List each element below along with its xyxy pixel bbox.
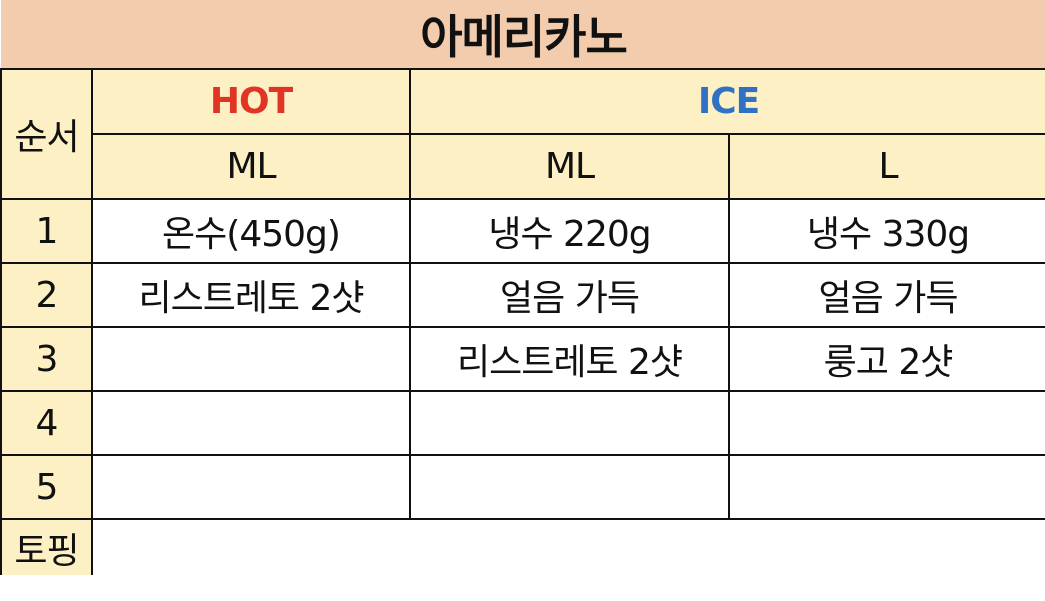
ice-l-cell: 얼음 가득 [727,262,1045,328]
table-row: 2 리스트레토 2샷 얼음 가득 얼음 가득 [0,262,1045,328]
topping-label: 토핑 [0,518,93,575]
ice-size-l: L [727,133,1045,200]
order-label: 순서 [0,68,93,200]
ice-l-cell [727,454,1045,520]
hot-ml-cell: 온수(450g) [91,198,411,264]
header-row-size: ML ML L [1,133,1045,200]
hot-ml-cell [91,454,411,520]
table-row: 3 리스트레토 2샷 룽고 2샷 [0,326,1045,392]
step-number: 3 [0,326,93,392]
recipe-title: 아메리카노 [1,0,1045,70]
hot-header: HOT [91,68,411,135]
step-number: 2 [0,262,93,328]
step-number: 5 [0,454,93,520]
header-row-temperature: 순서 HOT ICE [0,68,1045,200]
topping-cell [90,518,1045,575]
ice-ml-cell [409,390,730,456]
ice-ml-cell [409,454,730,520]
hot-ml-cell [91,390,411,456]
ice-ml-cell: 얼음 가득 [409,262,730,328]
ice-l-cell [727,390,1045,456]
hot-ml-cell [91,326,411,392]
title-row: 아메리카노 [1,0,1045,70]
table-row: 4 [0,390,1045,456]
ice-size-ml: ML [409,133,730,200]
ice-ml-cell: 냉수 220g [409,198,730,264]
topping-row: 토핑 [0,518,1045,575]
ice-ml-cell: 리스트레토 2샷 [409,326,730,392]
table-row: 1 온수(450g) 냉수 220g 냉수 330g [0,198,1045,264]
recipe-table: 아메리카노 순서 HOT ICE ML ML L 1 온수(450g) 냉수 2… [0,0,1045,575]
hot-ml-cell: 리스트레토 2샷 [91,262,411,328]
step-number: 1 [0,198,93,264]
step-number: 4 [0,390,93,456]
ice-header: ICE [408,68,1045,135]
hot-size-ml: ML [91,133,411,200]
ice-l-cell: 냉수 330g [727,198,1045,264]
ice-l-cell: 룽고 2샷 [727,326,1045,392]
table-row: 5 [0,454,1045,520]
